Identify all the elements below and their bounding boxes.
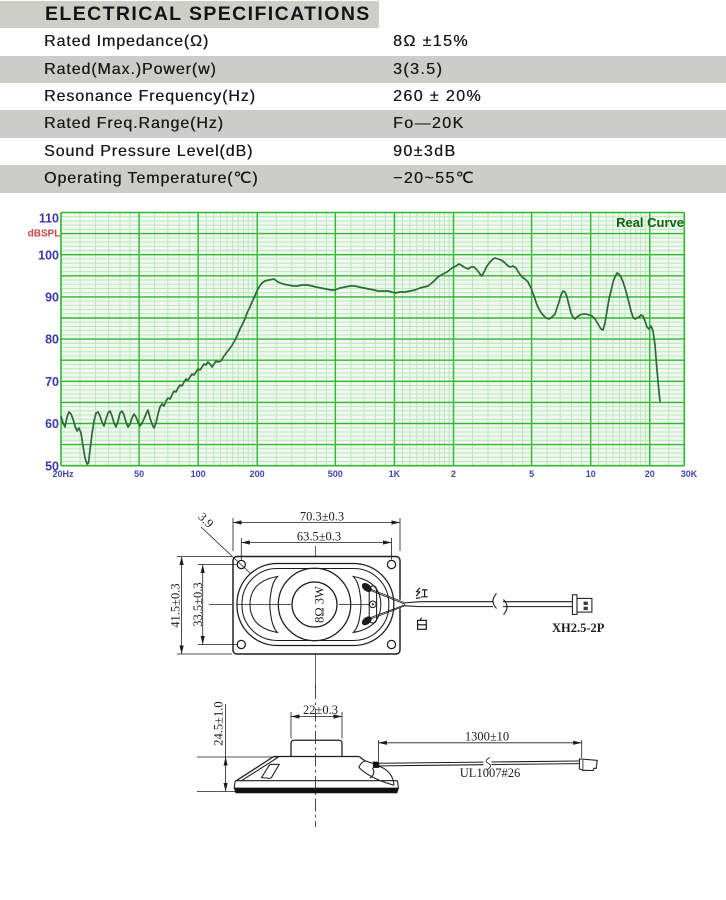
svg-text:90: 90 bbox=[45, 291, 59, 305]
svg-text:20Hz: 20Hz bbox=[52, 469, 74, 479]
svg-text:70.3±0.3: 70.3±0.3 bbox=[300, 510, 344, 524]
svg-text:30K: 30K bbox=[681, 469, 698, 479]
svg-text:50: 50 bbox=[45, 459, 59, 473]
svg-text:3.9: 3.9 bbox=[195, 510, 216, 531]
svg-text:500: 500 bbox=[328, 469, 343, 479]
svg-text:110: 110 bbox=[39, 212, 59, 226]
svg-text:22±0.3: 22±0.3 bbox=[303, 703, 338, 717]
svg-text:41.5±0.3: 41.5±0.3 bbox=[169, 583, 183, 627]
svg-text:20: 20 bbox=[645, 469, 655, 479]
svg-text:24.5±1.0: 24.5±1.0 bbox=[212, 701, 226, 745]
svg-text:dBSPL: dBSPL bbox=[28, 229, 61, 240]
svg-text:200: 200 bbox=[250, 469, 265, 479]
svg-text:60: 60 bbox=[45, 417, 59, 431]
svg-text:XH2.5-2P: XH2.5-2P bbox=[552, 621, 605, 635]
svg-text:Real Curve: Real Curve bbox=[616, 215, 684, 230]
svg-text:1300±10: 1300±10 bbox=[465, 729, 509, 743]
svg-text:33.5±0.3: 33.5±0.3 bbox=[191, 582, 205, 626]
svg-text:100: 100 bbox=[38, 248, 59, 262]
svg-text:5: 5 bbox=[529, 469, 534, 479]
svg-text:8Ω 3W: 8Ω 3W bbox=[313, 586, 327, 623]
svg-text:2: 2 bbox=[451, 469, 456, 479]
svg-text:1K: 1K bbox=[389, 469, 401, 479]
svg-text:63.5±0.3: 63.5±0.3 bbox=[297, 530, 341, 544]
svg-text:100: 100 bbox=[191, 469, 206, 479]
svg-text:UL1007#26: UL1007#26 bbox=[460, 766, 520, 780]
svg-text:80: 80 bbox=[45, 333, 59, 347]
svg-text:50: 50 bbox=[134, 469, 144, 479]
svg-text:10: 10 bbox=[586, 469, 596, 479]
svg-text:70: 70 bbox=[45, 375, 59, 389]
